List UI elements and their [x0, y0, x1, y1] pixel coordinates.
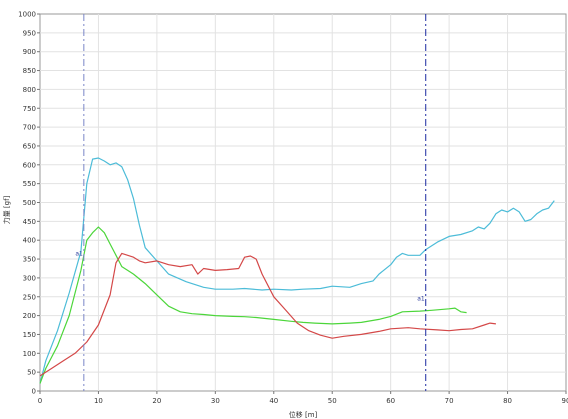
- y-tick-label: 450: [23, 218, 36, 226]
- x-tick-label: 70: [445, 397, 454, 405]
- y-tick-label: 250: [23, 293, 36, 301]
- y-tick-label: 800: [23, 86, 36, 94]
- y-tick-label: 350: [23, 256, 36, 264]
- series-lines: [39, 157, 555, 384]
- x-axis-ticks: 0 10 20 30 40 50 60 70 80 90: [38, 391, 568, 405]
- y-tick-label: 950: [23, 29, 36, 37]
- y-tick-label: 300: [23, 274, 36, 282]
- y-axis-title: 力量 [gf]: [2, 195, 11, 224]
- x-tick-label: 20: [152, 397, 161, 405]
- x-tick-label: 30: [211, 397, 220, 405]
- y-tick-label: 550: [23, 180, 36, 188]
- y-tick-label: 150: [23, 331, 36, 339]
- y-tick-label: 400: [23, 237, 36, 245]
- x-tick-label: 50: [328, 397, 337, 405]
- y-tick-label: 50: [27, 369, 36, 377]
- y-tick-label: 500: [23, 199, 36, 207]
- y-tick-label: 0: [32, 388, 36, 396]
- gridlines: [40, 14, 566, 391]
- y-tick-label: 600: [23, 161, 36, 169]
- cursor-markers: a1 a1: [75, 14, 427, 391]
- y-tick-label: 650: [23, 142, 36, 150]
- y-tick-label: 850: [23, 67, 36, 75]
- x-tick-label: 80: [503, 397, 512, 405]
- cursor-label-2: a1: [417, 296, 425, 303]
- x-tick-label: 10: [94, 397, 103, 405]
- y-tick-label: 200: [23, 312, 36, 320]
- x-tick-label: 40: [269, 397, 278, 405]
- y-tick-label: 750: [23, 105, 36, 113]
- series-line-2: [39, 226, 467, 384]
- y-tick-label: 100: [23, 350, 36, 358]
- y-tick-label: 700: [23, 124, 36, 132]
- y-tick-label: 1000: [18, 11, 36, 19]
- series-line-1: [39, 157, 555, 384]
- cursor-label-1: a1: [75, 250, 83, 257]
- y-tick-label: 900: [23, 48, 36, 56]
- x-tick-label: 90: [562, 397, 568, 405]
- series-line-3: [39, 252, 496, 377]
- x-tick-label: 60: [386, 397, 395, 405]
- x-axis-title: 位移 [m]: [289, 410, 318, 419]
- x-tick-label: 0: [38, 397, 42, 405]
- y-axis-ticks: 0 50 100 150 200 250 300 350 400 450 500 550 600 650 7…: [18, 11, 40, 396]
